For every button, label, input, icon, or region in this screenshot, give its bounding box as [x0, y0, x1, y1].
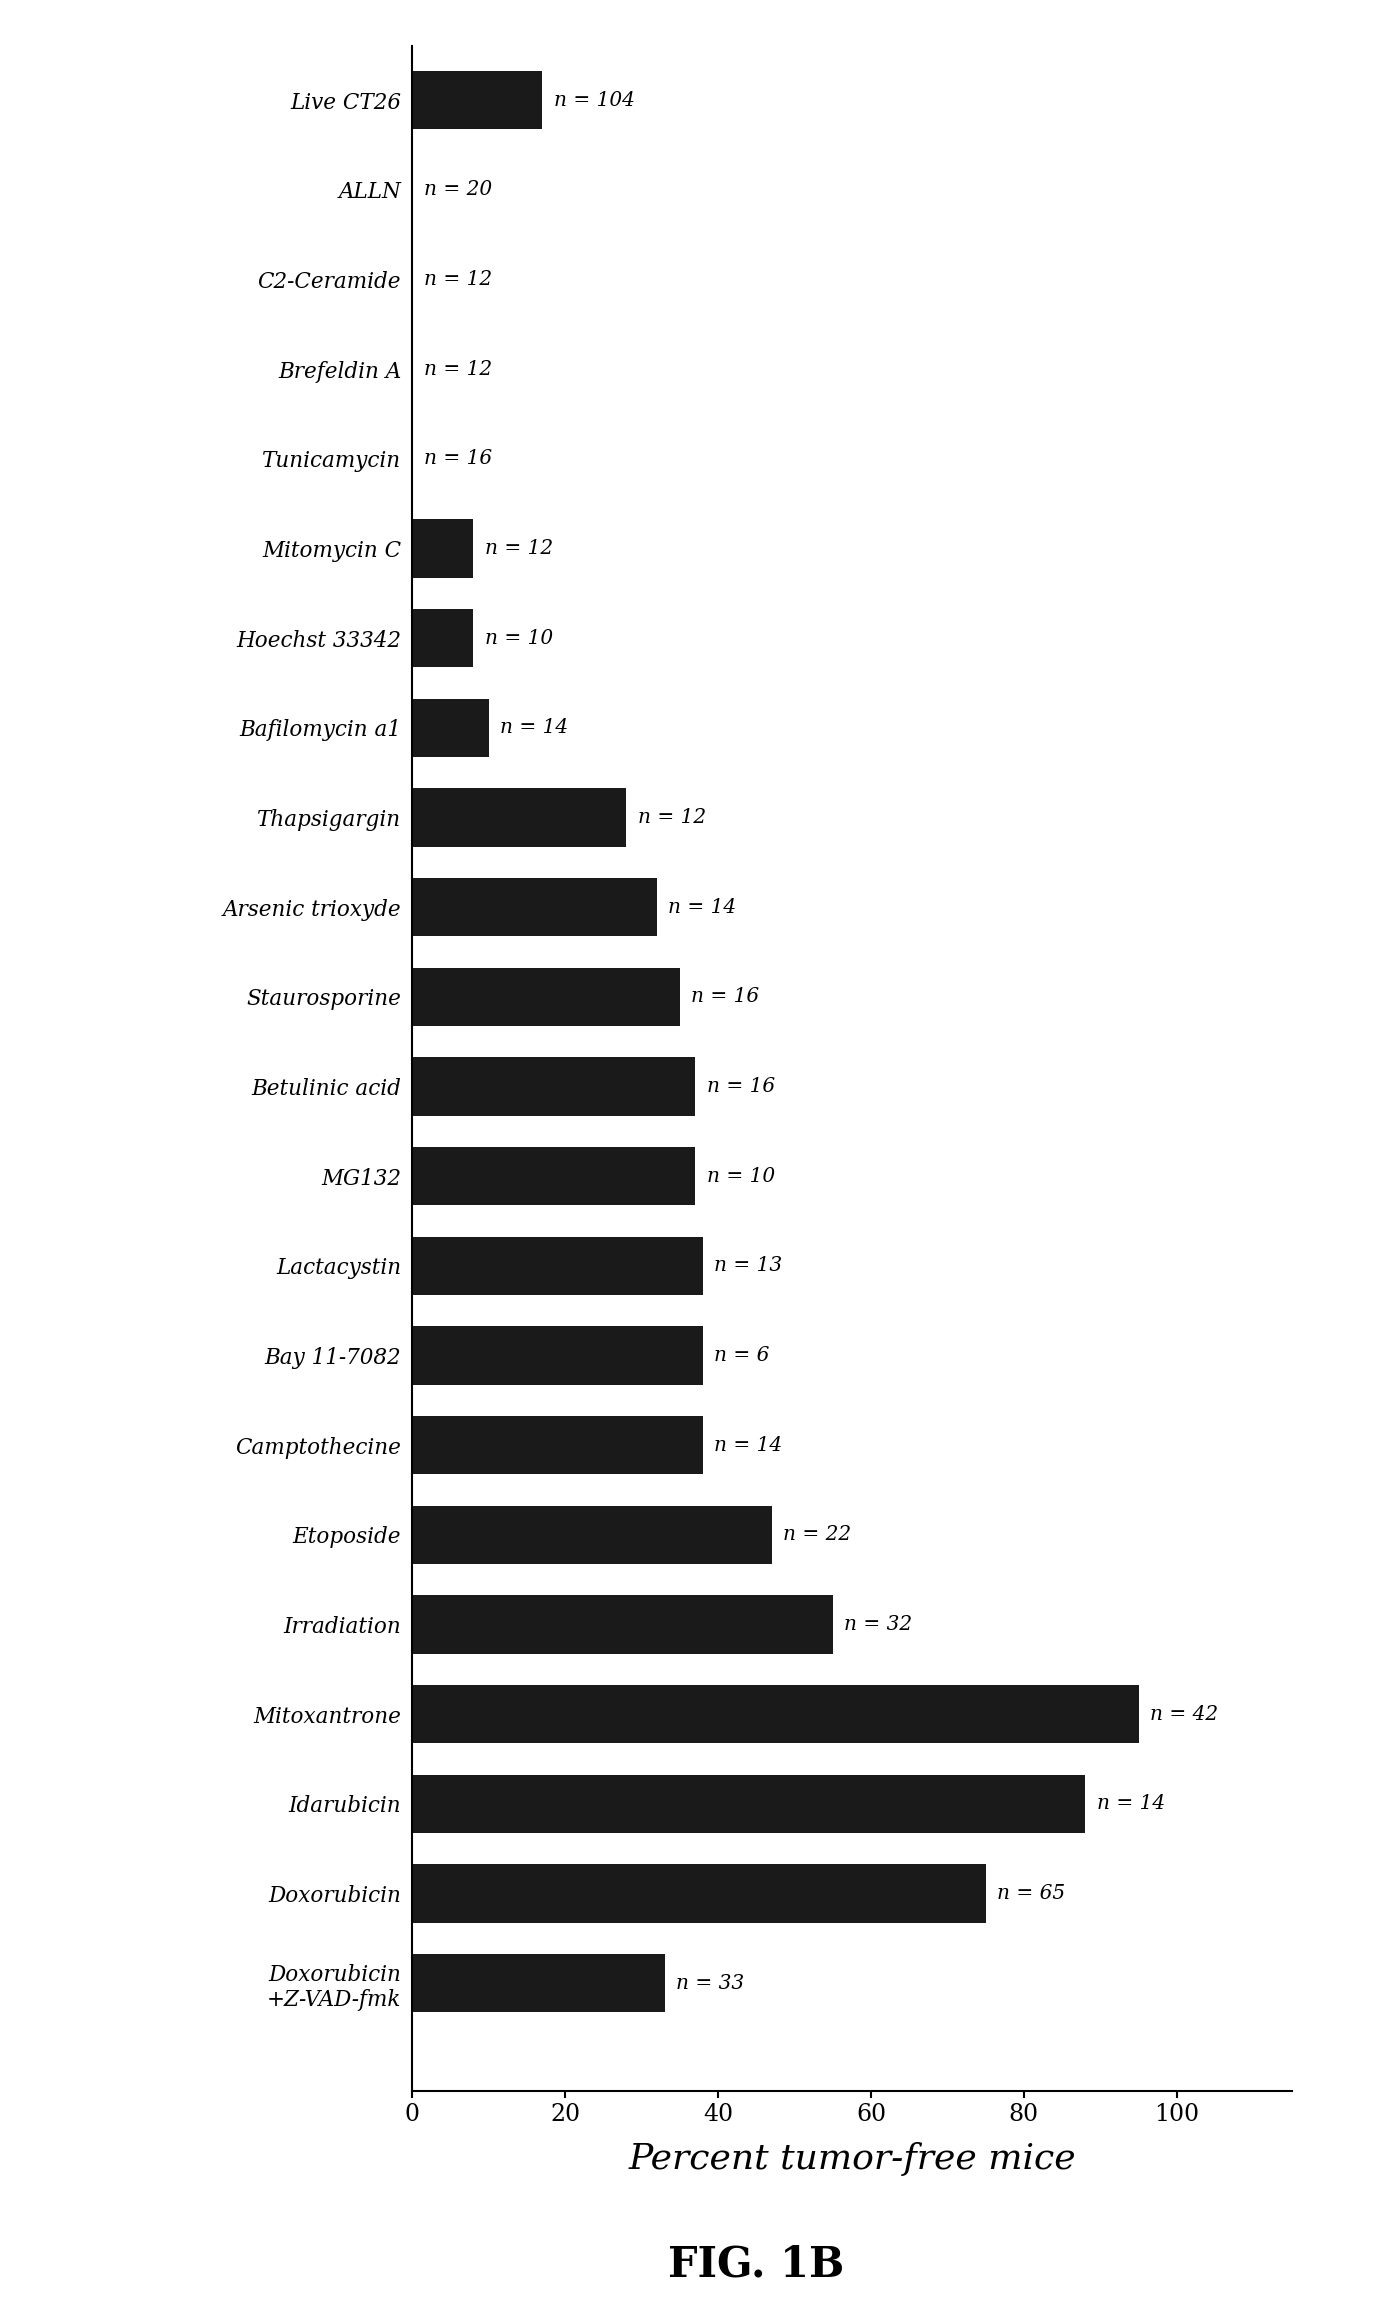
Text: n = 13: n = 13: [714, 1257, 782, 1275]
Text: n = 12: n = 12: [638, 808, 706, 827]
Bar: [412, 609, 474, 667]
Bar: [412, 1954, 665, 2012]
Bar: [412, 1148, 695, 1206]
Bar: [412, 1057, 695, 1115]
Text: n = 20: n = 20: [423, 181, 492, 200]
Bar: [412, 969, 680, 1027]
Text: n = 10: n = 10: [706, 1166, 775, 1185]
Bar: [412, 1684, 1139, 1742]
Bar: [412, 787, 627, 846]
X-axis label: Percent tumor-free mice: Percent tumor-free mice: [628, 2142, 1076, 2177]
Text: n = 12: n = 12: [423, 269, 492, 288]
Bar: [412, 1417, 702, 1475]
Text: n = 10: n = 10: [485, 630, 552, 648]
Bar: [412, 1505, 772, 1563]
Bar: [412, 1775, 1085, 1833]
Bar: [412, 1865, 985, 1923]
Text: n = 14: n = 14: [668, 897, 736, 918]
Text: n = 16: n = 16: [691, 987, 760, 1006]
Bar: [412, 520, 474, 578]
Bar: [412, 1236, 702, 1294]
Bar: [412, 878, 657, 936]
Bar: [412, 72, 543, 130]
Text: n = 65: n = 65: [998, 1884, 1065, 1903]
Text: n = 32: n = 32: [844, 1614, 912, 1633]
Bar: [412, 1596, 833, 1654]
Bar: [412, 1326, 702, 1385]
Text: n = 14: n = 14: [714, 1436, 782, 1454]
Text: n = 12: n = 12: [423, 360, 492, 379]
Text: n = 14: n = 14: [500, 718, 569, 736]
Bar: [412, 699, 489, 757]
Text: n = 16: n = 16: [423, 448, 492, 469]
Text: n = 22: n = 22: [783, 1526, 851, 1545]
Text: FIG. 1B: FIG. 1B: [668, 2244, 844, 2286]
Text: n = 6: n = 6: [714, 1345, 769, 1366]
Text: n = 42: n = 42: [1150, 1705, 1219, 1724]
Text: n = 12: n = 12: [485, 539, 552, 558]
Text: n = 33: n = 33: [676, 1975, 745, 1993]
Text: n = 104: n = 104: [554, 91, 635, 109]
Text: n = 14: n = 14: [1096, 1793, 1165, 1814]
Text: n = 16: n = 16: [706, 1078, 775, 1096]
